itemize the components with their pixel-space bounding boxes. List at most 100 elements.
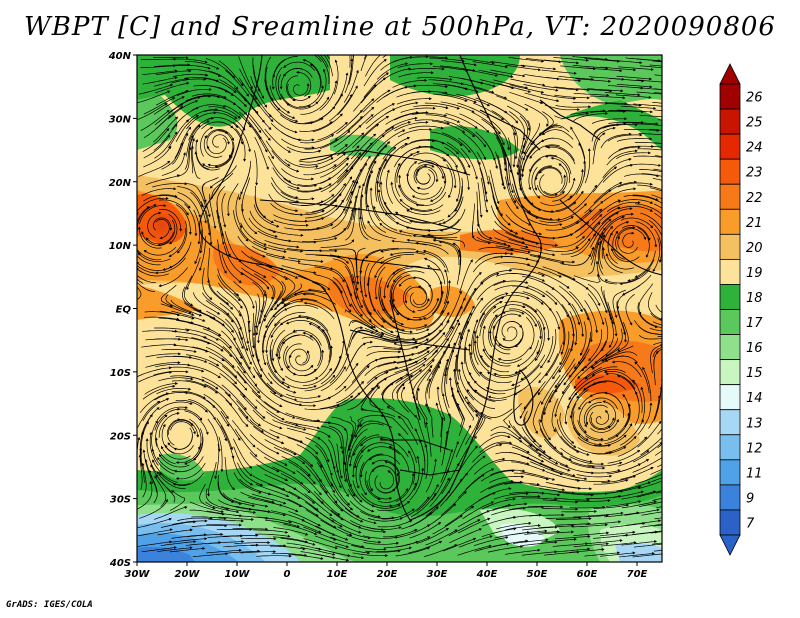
streamline bbox=[412, 298, 439, 319]
streamline-arrow bbox=[540, 139, 544, 142]
streamline bbox=[208, 410, 227, 441]
streamline-arrow bbox=[236, 510, 240, 514]
streamline-arrow bbox=[355, 362, 359, 366]
streamline bbox=[284, 304, 319, 311]
streamline-arrow bbox=[654, 540, 658, 543]
streamline bbox=[573, 532, 609, 536]
streamline bbox=[168, 419, 194, 435]
streamline bbox=[191, 337, 224, 352]
streamline bbox=[606, 103, 642, 106]
streamline-arrow bbox=[194, 261, 198, 265]
streamline-arrow bbox=[525, 281, 529, 284]
streamline bbox=[219, 222, 231, 257]
streamline bbox=[214, 443, 220, 479]
streamline-arrow bbox=[555, 243, 559, 247]
streamline bbox=[618, 199, 653, 204]
streamline-arrow bbox=[522, 305, 526, 308]
streamline-arrow bbox=[386, 169, 390, 173]
streamline bbox=[600, 286, 612, 320]
streamline-arrow bbox=[557, 493, 561, 497]
streamline bbox=[202, 328, 232, 349]
streamline-arrow bbox=[141, 231, 144, 235]
streamline-arrow bbox=[617, 235, 620, 239]
streamline bbox=[397, 63, 433, 69]
streamline bbox=[319, 130, 351, 149]
streamline-arrow bbox=[334, 80, 338, 84]
streamline bbox=[426, 350, 446, 381]
streamline-arrow bbox=[190, 145, 194, 149]
streamline bbox=[275, 67, 283, 100]
streamline-arrow bbox=[633, 68, 637, 72]
streamline-arrow bbox=[456, 106, 460, 110]
streamline-arrow bbox=[496, 272, 500, 276]
lon-label: 10W bbox=[225, 569, 251, 580]
streamline-arrow bbox=[649, 77, 653, 81]
streamline bbox=[606, 59, 642, 64]
streamline bbox=[319, 163, 349, 184]
streamline bbox=[315, 525, 348, 541]
streamline-arrow bbox=[664, 490, 666, 492]
streamline-arrow bbox=[663, 149, 665, 151]
streamline-arrow bbox=[630, 163, 634, 167]
streamline bbox=[208, 462, 217, 497]
streamline-arrow bbox=[317, 395, 322, 398]
streamline bbox=[270, 510, 305, 522]
streamline-arrow bbox=[406, 172, 409, 176]
streamline-arrow bbox=[323, 51, 325, 53]
streamline bbox=[189, 418, 202, 450]
streamline-arrow bbox=[559, 223, 563, 227]
streamline-arrow bbox=[215, 108, 219, 112]
streamline-arrow bbox=[511, 190, 514, 194]
streamline bbox=[545, 517, 581, 519]
streamline-arrow bbox=[506, 542, 510, 546]
streamline bbox=[267, 483, 301, 499]
streamline bbox=[365, 550, 401, 553]
streamline bbox=[655, 450, 662, 456]
streamline bbox=[623, 194, 659, 201]
streamline-arrow bbox=[286, 365, 290, 369]
streamline bbox=[445, 472, 468, 501]
streamline-arrow bbox=[664, 500, 666, 502]
streamline-arrow bbox=[612, 417, 615, 421]
streamline bbox=[225, 69, 249, 97]
colorbar-swatch bbox=[719, 183, 741, 210]
streamline bbox=[286, 542, 322, 550]
streamline-arrow bbox=[572, 177, 576, 181]
streamline bbox=[652, 346, 662, 357]
streamline-arrow bbox=[554, 302, 558, 305]
streamline bbox=[409, 219, 445, 224]
streamline bbox=[573, 274, 601, 283]
streamline-arrow bbox=[168, 145, 172, 149]
streamline bbox=[478, 297, 504, 321]
streamline bbox=[575, 479, 611, 482]
streamline bbox=[492, 195, 511, 226]
streamline bbox=[612, 289, 627, 318]
streamline-arrow bbox=[542, 279, 546, 282]
streamline bbox=[454, 369, 465, 403]
streamline bbox=[474, 312, 485, 346]
streamline-arrow bbox=[240, 83, 244, 87]
streamline bbox=[605, 328, 623, 357]
streamline bbox=[336, 132, 365, 156]
streamline bbox=[543, 59, 579, 64]
streamline-arrow bbox=[416, 187, 420, 190]
streamline bbox=[585, 521, 621, 525]
streamline-arrow bbox=[347, 130, 351, 134]
streamline bbox=[283, 178, 317, 187]
streamline bbox=[537, 271, 570, 289]
streamline-arrow bbox=[294, 398, 298, 402]
streamline-arrow bbox=[276, 451, 280, 455]
streamline bbox=[555, 385, 571, 417]
streamline-arrow bbox=[354, 207, 357, 211]
colorbar-label: 25 bbox=[746, 116, 763, 131]
streamline bbox=[289, 348, 308, 364]
streamline-arrow bbox=[327, 287, 330, 291]
streamline-arrow bbox=[628, 132, 632, 136]
streamline bbox=[588, 397, 618, 410]
streamline bbox=[523, 84, 558, 91]
streamline bbox=[316, 55, 330, 85]
streamline-arrow bbox=[430, 145, 434, 149]
streamline bbox=[155, 474, 176, 503]
streamline bbox=[380, 415, 409, 436]
streamline-arrow bbox=[571, 440, 575, 444]
